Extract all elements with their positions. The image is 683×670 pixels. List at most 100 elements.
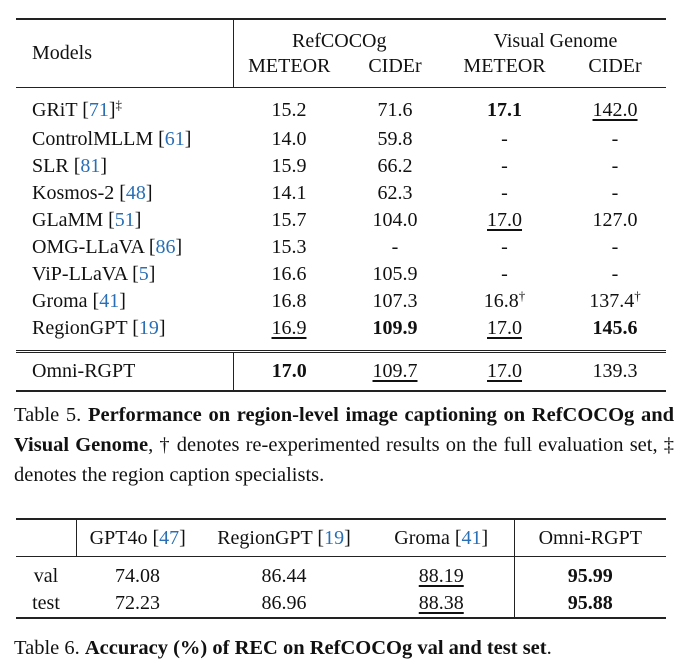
cell: 139.3	[564, 349, 667, 391]
cell-text: 107.3	[372, 289, 418, 312]
cell-text: 16.8†	[483, 287, 526, 312]
column-header: METEOR	[233, 55, 345, 88]
cell-text: 15.2	[271, 99, 307, 122]
cell: 17.0	[445, 207, 564, 234]
table-row: ViP-LLaVA [5] 16.6 105.9 - -	[16, 261, 666, 288]
cell: 15.9	[233, 153, 345, 180]
caption-label: Table 5.	[14, 404, 82, 426]
cell: 105.9	[345, 261, 445, 288]
cell-text: 95.88	[567, 592, 613, 614]
cell-text: -	[501, 262, 508, 285]
cell: 95.99	[514, 557, 666, 591]
column-header: GPT4o [47]	[76, 519, 199, 557]
cell: 88.38	[369, 590, 515, 618]
row-label: val	[33, 565, 59, 587]
table-row: RegionGPT [19] 16.9 109.9 17.0 145.6	[16, 315, 666, 352]
cell-text: 145.6	[592, 316, 638, 339]
cell: 17.0	[445, 349, 565, 391]
cell-text: 62.3	[377, 181, 413, 204]
cell: 142.0	[564, 88, 666, 126]
cell-text: 17.1	[487, 99, 523, 122]
cell: 14.0	[233, 126, 345, 153]
cell: 16.8	[233, 288, 345, 315]
cell-text: 16.9	[271, 316, 307, 339]
model-name: Omni-RGPT	[16, 349, 234, 391]
cell-text: 127.0	[592, 208, 638, 231]
group-header: RefCOCOg	[292, 30, 387, 52]
cell-text: -	[611, 235, 619, 258]
cell: 88.19	[369, 556, 515, 590]
cell: -	[445, 126, 564, 153]
cell: 15.3	[233, 234, 345, 261]
caption-5: Table 5. Performance on region-level ima…	[14, 400, 674, 490]
group-header: Visual Genome	[493, 30, 618, 52]
cell: 104.0	[345, 207, 445, 234]
table-6: GPT4o [47] RegionGPT [19] Groma [41] Omni-R…	[16, 518, 666, 619]
cell-text: 86.96	[261, 592, 307, 614]
cell-text: 74.08	[115, 565, 160, 587]
cell: 66.2	[345, 153, 445, 180]
model-name: GLaMM [51]	[32, 208, 142, 231]
header-row: GPT4o [47] RegionGPT [19] Groma [41] Omni-R…	[16, 519, 666, 557]
cell-text: 15.7	[271, 208, 307, 231]
cell-text: 137.4†	[589, 287, 641, 312]
cell-text: 109.9	[372, 316, 418, 339]
cell-text: 72.23	[115, 592, 160, 614]
cell: 62.3	[345, 180, 445, 207]
cell: 86.96	[199, 590, 369, 618]
cell-text: -	[611, 181, 619, 204]
cell: -	[445, 234, 564, 261]
cell: -	[345, 234, 445, 261]
cell: 16.8†	[445, 288, 564, 315]
caption-bold: Accuracy (%) of REC on RefCOCOg val and …	[84, 637, 547, 659]
header-row: Models RefCOCOg Visual Genome	[16, 19, 666, 88]
cell-text: 86.44	[261, 565, 307, 587]
column-header: CIDEr	[564, 55, 667, 88]
cell: -	[564, 261, 666, 288]
cell: 95.88	[514, 590, 666, 618]
cell: 127.0	[564, 207, 666, 234]
cell-text: 109.7	[372, 359, 418, 382]
header-row: METEOR CIDEr METEOR CIDEr	[16, 55, 667, 88]
table-row: SLR [81] 15.9 66.2 - -	[16, 153, 666, 180]
column-header: Omni-RGPT	[514, 519, 666, 557]
cell: 109.9	[345, 315, 445, 352]
caption-label: Table 6.	[14, 637, 80, 659]
header-cell: Models	[16, 19, 234, 88]
cell: -	[564, 153, 666, 180]
model-name: Groma [41]	[32, 289, 126, 312]
cell-text: -	[611, 262, 619, 285]
cell: 107.3	[345, 288, 445, 315]
cell-text: 142.0	[592, 99, 638, 122]
table-5: Models RefCOCOg Visual Genome METEOR CIDEr ME…	[16, 18, 667, 392]
table-row: Groma [41] 16.8 107.3 16.8† 137.4†	[16, 288, 666, 315]
cell-text: 95.99	[567, 565, 613, 587]
table-row: Omni-RGPT 17.0 109.7 17.0 139.3	[16, 349, 667, 391]
cell-text: 17.0	[487, 316, 523, 339]
cell: -	[564, 180, 666, 207]
cell-text: -	[501, 181, 508, 204]
cell-text: -	[611, 127, 619, 150]
cell-text: 66.2	[377, 154, 413, 177]
cell: 16.6	[233, 261, 345, 288]
cell-text: 16.8	[271, 289, 307, 312]
model-name: ViP-LLaVA [5]	[32, 262, 156, 285]
cell: -	[564, 234, 666, 261]
cell: -	[564, 126, 666, 153]
cell-text: 15.9	[271, 154, 307, 177]
cell-text: -	[501, 154, 508, 177]
column-header: Groma [41]	[369, 519, 515, 557]
cell-text: 88.19	[418, 565, 464, 587]
table-row: GLaMM [51] 15.7 104.0 17.0 127.0	[16, 207, 666, 234]
cell-text: -	[501, 235, 508, 258]
cell-text: 15.3	[271, 235, 307, 258]
caption-bold: Performance on region-level image captio…	[14, 404, 675, 456]
row-label: test	[32, 592, 60, 614]
cell-text: -	[391, 235, 399, 258]
cell: 71.6	[345, 88, 445, 126]
cell-text: 59.8	[377, 127, 413, 150]
cell-text: -	[611, 154, 619, 177]
cell-text: 105.9	[372, 262, 418, 285]
cell: -	[445, 261, 564, 288]
column-header: CIDEr	[345, 55, 446, 88]
